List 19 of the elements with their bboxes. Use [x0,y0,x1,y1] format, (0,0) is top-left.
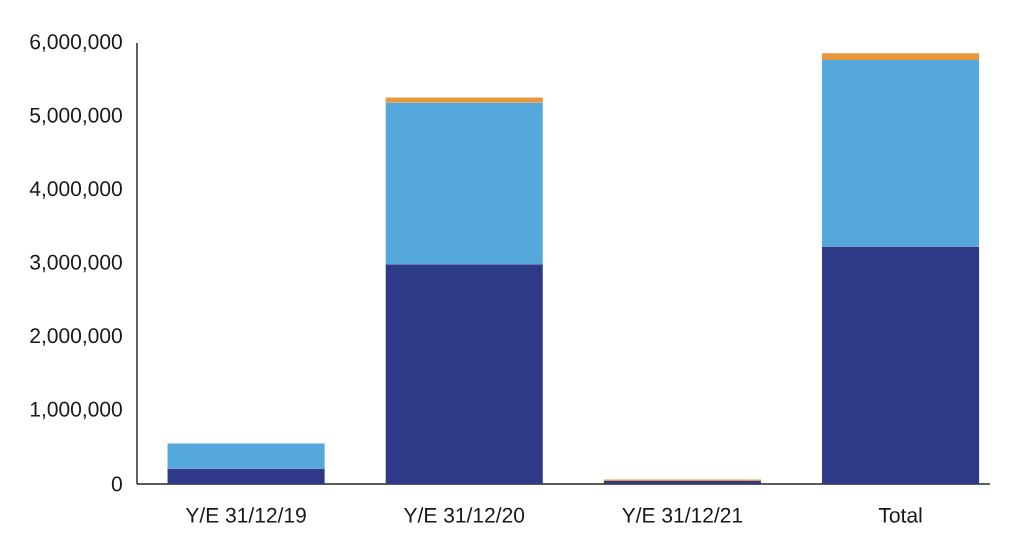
x-tick-label: Total [878,507,922,523]
x-tick-label: Y/E 31/12/21 [622,507,743,523]
x-tick-label: Y/E 31/12/19 [185,507,306,523]
bar [167,468,325,484]
bar [385,102,543,265]
y-tick-label: 0 [111,476,122,492]
y-tick-label: 4,000,000 [29,181,122,199]
bar [167,443,325,469]
bar [822,53,980,60]
y-tick-label: 6,000,000 [30,34,122,52]
bar [822,59,980,247]
y-tick-label: 2,000,000 [30,328,122,346]
y-tick-label: 3,000,000 [30,254,122,273]
x-tick-label: Y/E 31/12/20 [403,507,525,523]
bar [385,97,543,103]
y-tick-label: 1,000,000 [30,401,122,420]
y-tick-label: 5,000,000 [30,107,122,126]
bar [822,246,980,484]
bar [385,264,543,484]
